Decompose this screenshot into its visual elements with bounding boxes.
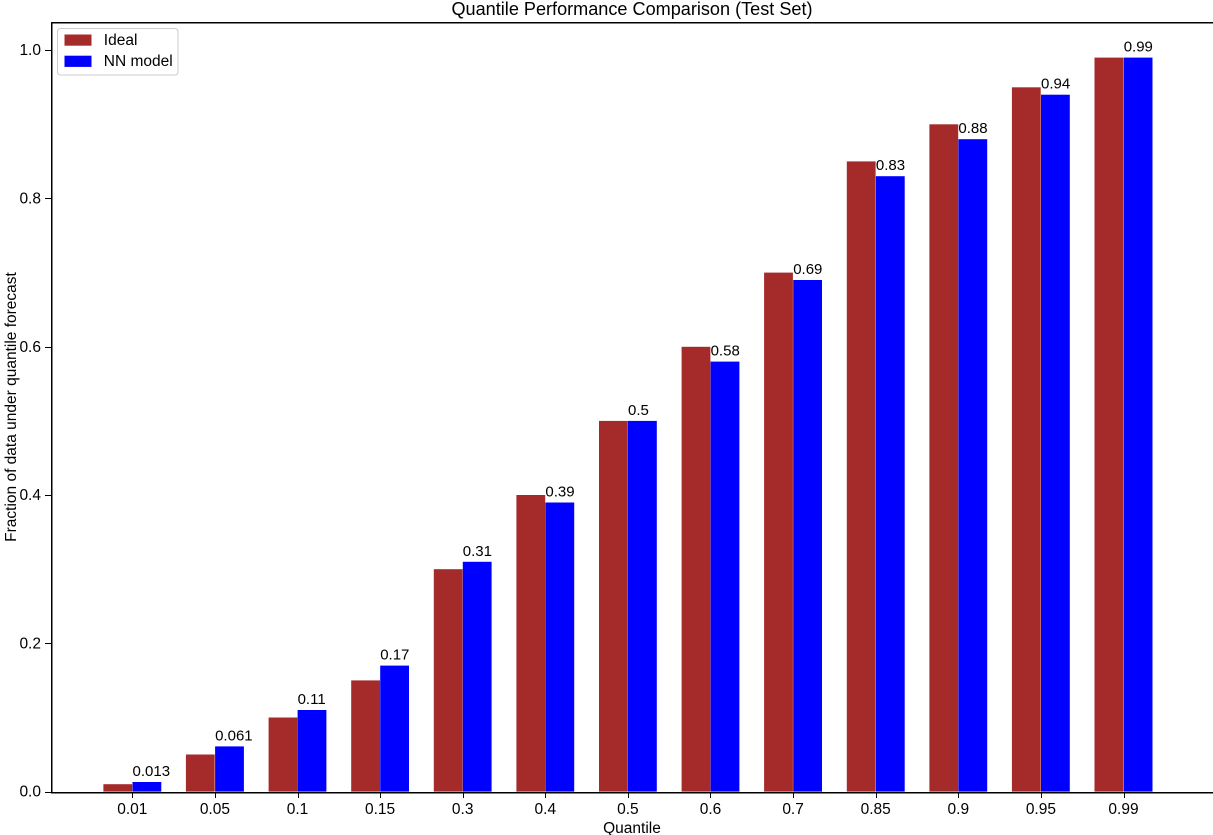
svg-text:0.11: 0.11 <box>298 691 326 708</box>
svg-text:0.6: 0.6 <box>19 339 41 356</box>
svg-text:0.01: 0.01 <box>117 801 147 818</box>
svg-text:Ideal: Ideal <box>104 32 138 49</box>
svg-text:0.6: 0.6 <box>700 801 722 818</box>
svg-text:0.83: 0.83 <box>876 157 905 174</box>
svg-text:0.31: 0.31 <box>463 543 492 560</box>
svg-text:0.8: 0.8 <box>19 191 41 208</box>
svg-text:0.39: 0.39 <box>545 484 574 501</box>
svg-text:0.05: 0.05 <box>200 801 230 818</box>
svg-text:0.7: 0.7 <box>782 801 804 818</box>
svg-text:0.4: 0.4 <box>535 801 557 818</box>
svg-text:0.5: 0.5 <box>628 402 649 419</box>
svg-text:0.95: 0.95 <box>1026 801 1056 818</box>
svg-text:0.85: 0.85 <box>861 801 891 818</box>
svg-text:0.9: 0.9 <box>948 801 970 818</box>
svg-text:0.99: 0.99 <box>1124 39 1153 56</box>
svg-text:0.5: 0.5 <box>617 801 639 818</box>
svg-text:0.0: 0.0 <box>19 784 41 801</box>
svg-text:Fraction of data under quantil: Fraction of data under quantile forecast <box>3 271 20 541</box>
svg-text:0.4: 0.4 <box>19 487 41 504</box>
svg-text:0.17: 0.17 <box>380 647 409 664</box>
svg-text:0.1: 0.1 <box>287 801 309 818</box>
svg-text:0.15: 0.15 <box>365 801 395 818</box>
svg-text:0.3: 0.3 <box>452 801 474 818</box>
svg-text:Quantile Performance Compariso: Quantile Performance Comparison (Test Se… <box>451 0 812 19</box>
svg-text:Quantile: Quantile <box>603 820 661 835</box>
svg-text:0.013: 0.013 <box>133 763 171 780</box>
svg-text:0.69: 0.69 <box>793 261 822 278</box>
svg-text:0.99: 0.99 <box>1108 801 1138 818</box>
svg-text:0.58: 0.58 <box>711 343 740 360</box>
svg-text:NN model: NN model <box>104 53 173 70</box>
svg-text:1.0: 1.0 <box>19 42 41 59</box>
svg-text:0.94: 0.94 <box>1041 76 1070 93</box>
svg-text:0.061: 0.061 <box>215 727 253 744</box>
svg-text:0.2: 0.2 <box>19 635 41 652</box>
svg-text:0.88: 0.88 <box>958 120 987 137</box>
